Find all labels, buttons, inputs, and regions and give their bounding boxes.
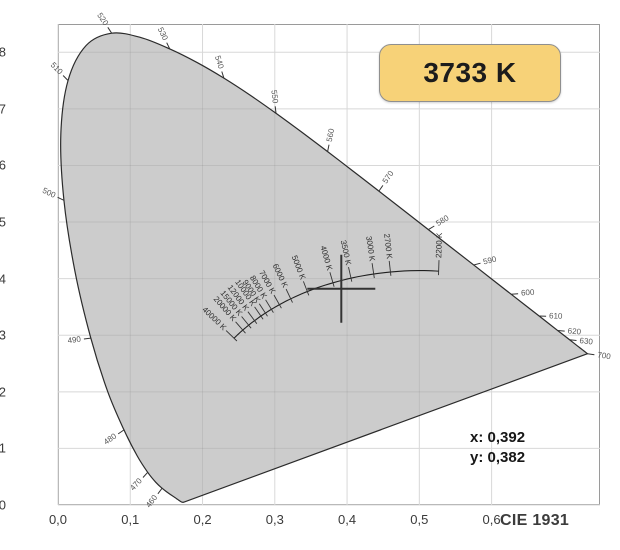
isotherm-label: 3000 K [364, 236, 377, 263]
wavelength-label: 490 [67, 334, 82, 345]
temperature-value: 3733 K [423, 57, 517, 88]
y-axis-tick-label: 0,0 [0, 497, 6, 513]
wavelength-label: 480 [102, 431, 119, 446]
spectral-locus-outline [60, 32, 589, 503]
wavelength-label: 520 [95, 11, 110, 28]
wavelength-label: 630 [579, 336, 594, 346]
x-axis-tick-label: 0,1 [121, 512, 140, 527]
y-axis-tick-label: 0,5 [0, 214, 6, 230]
x-axis-tick-label: 0,2 [193, 512, 212, 527]
measurement-marker [307, 254, 376, 323]
isotherm-label: 2700 K [382, 233, 394, 260]
x-axis-tick-label: 0,6 [482, 512, 501, 527]
temperature-badge: 3733 K [379, 44, 561, 102]
x-axis-tick-label: 0,4 [338, 512, 357, 527]
wavelength-label: 550 [269, 90, 279, 105]
wavelength-label: 590 [482, 254, 498, 266]
planckian-locus [233, 270, 439, 339]
y-axis-tick-label: 0,4 [0, 271, 6, 287]
y-axis-tick-label: 0,3 [0, 327, 6, 343]
coordinate-x: x: 0,392 [470, 429, 526, 446]
y-axis-tick-label: 0,2 [0, 384, 6, 400]
wavelength-label: 580 [434, 213, 451, 228]
wavelength-label: 610 [549, 311, 563, 320]
isotherm-label: 2200 K [434, 232, 444, 258]
coordinate-y: y: 0,382 [470, 448, 526, 466]
wavelength-label: 500 [41, 186, 57, 200]
y-axis-tick-label: 0,8 [0, 44, 6, 60]
x-axis-tick-label: 0,5 [410, 512, 429, 527]
wavelength-label: 540 [213, 54, 226, 70]
wavelength-label: 510 [49, 60, 65, 76]
wavelength-label: 600 [521, 288, 536, 298]
wavelength-label: 700 [597, 350, 612, 361]
wavelength-label: 560 [325, 127, 337, 142]
x-axis-tick-label: 0,3 [265, 512, 284, 527]
wavelength-label: 570 [381, 169, 396, 186]
y-axis-tick-label: 0,1 [0, 440, 6, 456]
wavelength-label: 460 [144, 493, 160, 510]
y-axis-tick-label: 0,6 [0, 157, 6, 173]
wavelength-label: 620 [567, 326, 582, 336]
coordinate-readout: x: 0,392 y: 0,382 [470, 428, 525, 468]
standard-caption: CIE 1931 [500, 512, 570, 529]
wavelength-label: 530 [156, 26, 170, 42]
x-axis-tick-label: 0,0 [48, 512, 68, 527]
y-axis-tick-label: 0,7 [0, 101, 6, 117]
